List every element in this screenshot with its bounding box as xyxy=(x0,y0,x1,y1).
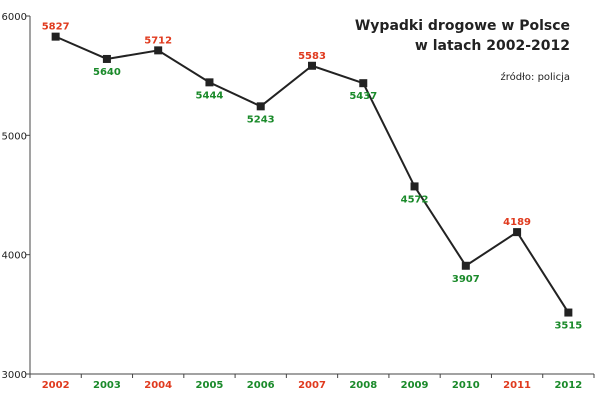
x-tick-label: 2002 xyxy=(42,380,70,391)
x-tick-label: 2011 xyxy=(503,380,531,391)
data-point-marker xyxy=(205,78,214,87)
x-tick-label: 2004 xyxy=(144,380,172,391)
y-tick-label: 4000 xyxy=(2,251,27,262)
data-label: 5583 xyxy=(298,51,326,62)
data-point-marker xyxy=(359,79,368,88)
data-label: 5444 xyxy=(196,90,224,101)
x-tick-label: 2008 xyxy=(349,380,377,391)
data-label: 5640 xyxy=(93,67,121,78)
chart-source: źródło: policja xyxy=(500,72,570,83)
x-tick-label: 2009 xyxy=(401,380,429,391)
x-tick-label: 2003 xyxy=(93,380,121,391)
x-tick-label: 2007 xyxy=(298,380,326,391)
data-point-marker xyxy=(256,102,265,111)
data-point-marker xyxy=(461,261,470,270)
data-point-marker xyxy=(564,308,573,317)
y-tick-label: 6000 xyxy=(2,12,27,23)
x-tick-label: 2012 xyxy=(554,380,582,391)
series-line xyxy=(55,35,570,314)
data-label: 5437 xyxy=(349,91,377,102)
data-label: 5712 xyxy=(144,35,172,46)
data-point-marker xyxy=(102,54,111,63)
data-point-marker xyxy=(308,61,316,70)
data-label: 3515 xyxy=(554,321,582,332)
chart-title-line-2: w latach 2002-2012 xyxy=(414,38,570,54)
x-tick-label: 2010 xyxy=(452,380,480,391)
y-tick-label: 5000 xyxy=(2,131,27,142)
chart-title-line-1: Wypadki drogowe w Polsce xyxy=(354,18,570,34)
data-point-marker xyxy=(51,32,60,41)
data-point-marker xyxy=(410,182,419,191)
data-label: 5827 xyxy=(42,22,70,33)
y-tick-label: 3000 xyxy=(2,370,27,381)
chart-title: Wypadki drogowe w Polsce w latach 2002-2… xyxy=(355,16,570,56)
data-label: 3907 xyxy=(452,274,480,285)
data-label: 4189 xyxy=(503,217,531,228)
data-label: 4572 xyxy=(401,194,429,205)
x-tick-label: 2006 xyxy=(247,380,275,391)
data-label: 5243 xyxy=(247,114,275,125)
data-point-marker xyxy=(154,46,163,55)
x-tick-label: 2005 xyxy=(196,380,224,391)
data-point-marker xyxy=(513,228,522,237)
